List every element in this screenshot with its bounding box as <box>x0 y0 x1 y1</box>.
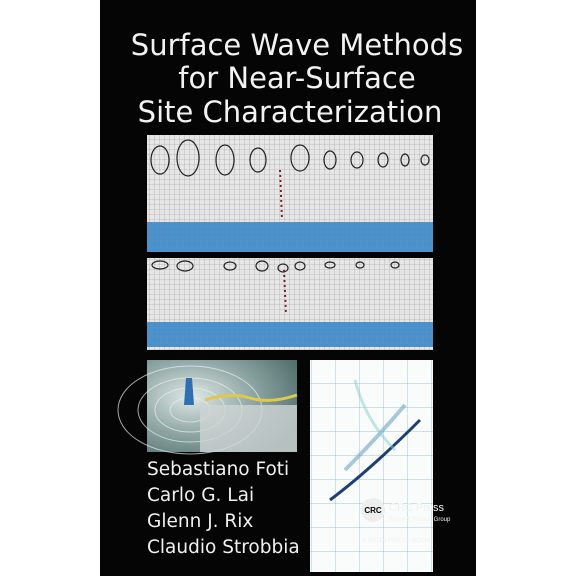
title-line: for Near-Surface <box>178 61 415 95</box>
logo-circle <box>361 498 385 522</box>
author: Claudio Strobbia <box>147 537 300 558</box>
logo-text: CRC <box>364 506 382 515</box>
mesh-illustration <box>147 135 433 350</box>
title-line: Surface Wave Methods <box>131 28 463 62</box>
wavefield-illustration <box>117 360 298 455</box>
author: Carlo G. Lai <box>147 485 254 506</box>
dispersion-illustration <box>310 360 433 572</box>
title-line: Site Characterization <box>138 95 443 129</box>
publisher-group: Taylor & Francis Group <box>389 517 451 523</box>
author: Glenn J. Rix <box>147 511 253 532</box>
publisher-logo: CRC CRC Press Taylor & Francis Group A S… <box>361 498 451 544</box>
imprint: A SPON PRESS BOOK <box>362 537 431 544</box>
publisher-name: CRC Press <box>389 502 445 514</box>
author: Sebastiano Foti <box>147 459 289 480</box>
